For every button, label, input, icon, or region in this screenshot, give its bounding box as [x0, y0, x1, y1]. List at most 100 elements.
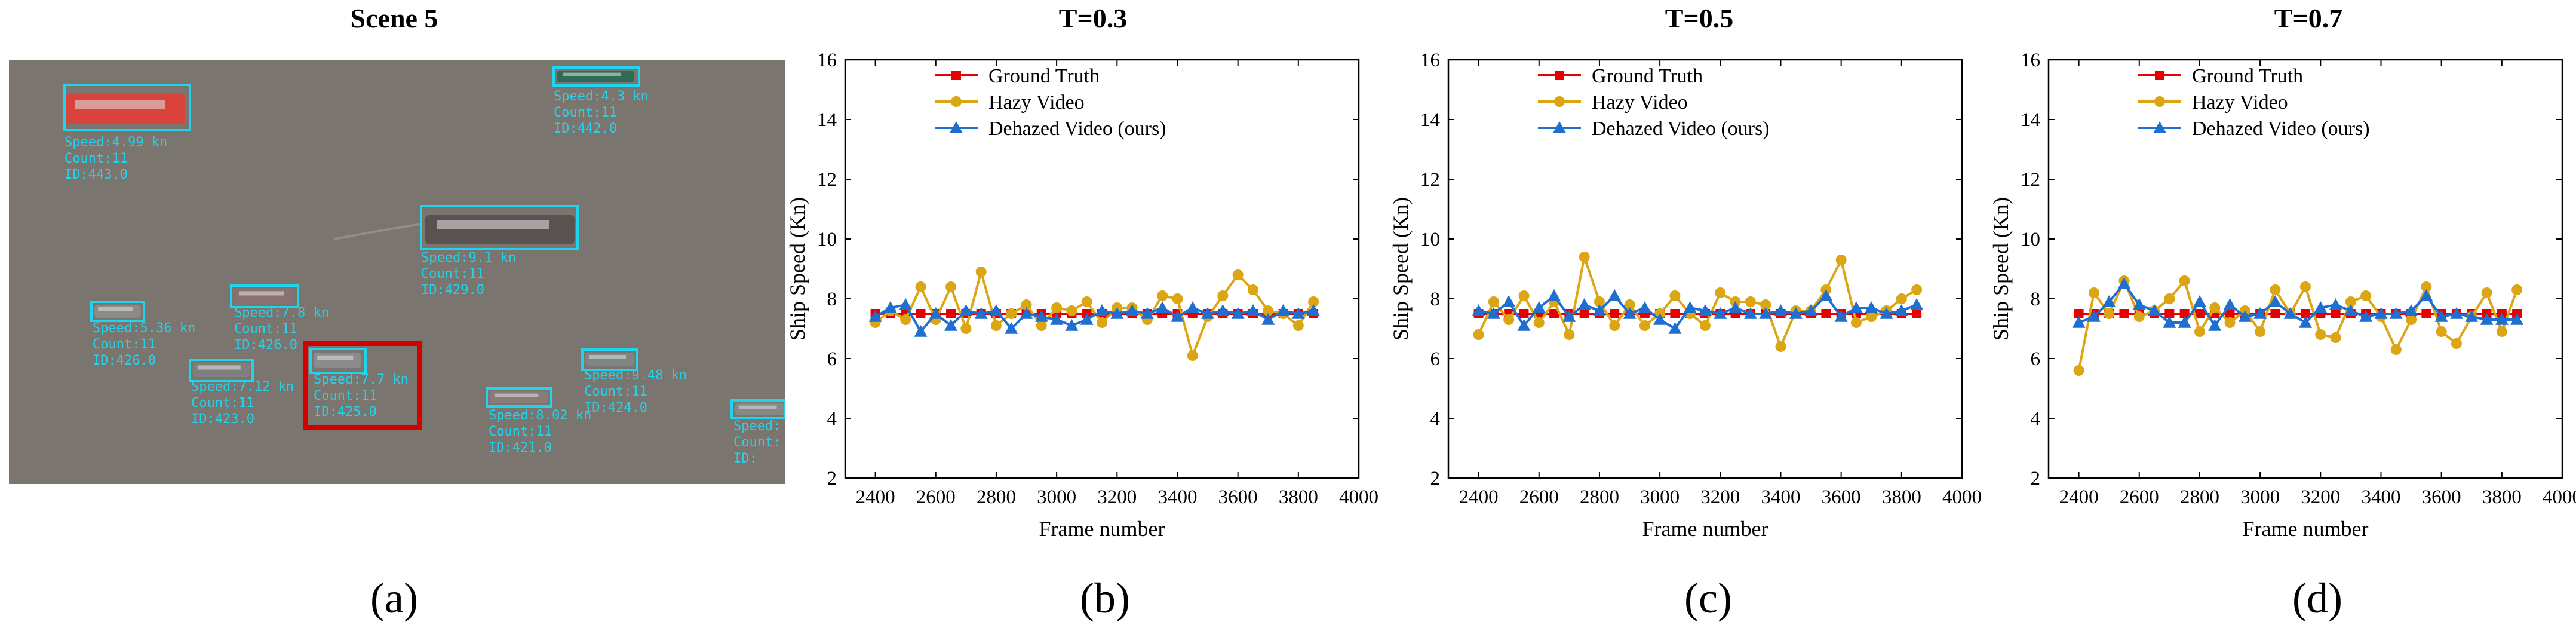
data-point — [1834, 310, 1848, 322]
x-tick-label: 3400 — [1761, 486, 1800, 508]
data-point — [1683, 301, 1697, 313]
legend-marker — [950, 121, 963, 133]
data-point — [915, 281, 926, 292]
data-point — [1157, 290, 1168, 301]
y-tick: 16 — [817, 50, 1359, 71]
legend-marker — [2154, 96, 2165, 107]
series-hazy — [870, 267, 1319, 361]
data-point — [1231, 307, 1245, 319]
y-tick-label: 6 — [827, 348, 837, 370]
y-tick-label: 10 — [1420, 229, 1440, 250]
data-point — [989, 304, 1003, 316]
data-point — [945, 281, 957, 292]
data-point — [2270, 284, 2281, 295]
data-point — [1638, 301, 1651, 313]
x-tick: 3400 — [1761, 60, 1800, 508]
y-tick: 10 — [817, 229, 1359, 250]
data-point — [1775, 341, 1786, 352]
legend-marker — [1554, 96, 1565, 107]
x-tick-label: 3800 — [1279, 486, 1318, 508]
data-point — [990, 320, 1002, 331]
data-point — [2406, 314, 2417, 325]
data-point — [2223, 298, 2237, 310]
y-tick-label: 4 — [2031, 408, 2041, 430]
y-tick-label: 8 — [2031, 289, 2041, 310]
x-tick: 3800 — [1279, 60, 1318, 508]
y-tick: 2 — [1430, 468, 1962, 489]
chart-title-t05: T=0.5 — [1665, 3, 1734, 33]
legend-marker — [1555, 71, 1564, 80]
data-point — [2389, 307, 2403, 319]
data-point — [1533, 317, 1545, 328]
data-point — [1156, 301, 1169, 313]
legend-marker — [1553, 121, 1566, 133]
data-point — [1519, 309, 1529, 318]
y-tick-label: 12 — [817, 169, 837, 191]
y-tick: 12 — [817, 169, 1359, 191]
data-point — [2225, 309, 2235, 318]
data-point — [1051, 302, 1063, 313]
data-point — [1308, 296, 1319, 307]
x-tick: 2400 — [2059, 60, 2099, 508]
x-tick-label: 3200 — [2301, 486, 2340, 508]
data-point — [2315, 329, 2326, 340]
data-point — [1669, 290, 1681, 301]
data-point — [2163, 316, 2176, 328]
data-point — [1880, 307, 1893, 319]
x-tick: 3400 — [2361, 60, 2400, 508]
data-point — [1292, 320, 1304, 331]
data-point — [959, 304, 973, 316]
y-tick: 8 — [1430, 289, 1962, 310]
data-point — [2344, 304, 2357, 316]
y-tick-label: 16 — [2021, 50, 2040, 71]
y-tick-label: 10 — [817, 229, 837, 250]
data-point — [2511, 284, 2523, 295]
x-tick-label: 3800 — [1882, 486, 1921, 508]
data-point — [1140, 307, 1154, 319]
data-point — [1789, 307, 1803, 319]
series-hazy — [2073, 275, 2523, 376]
data-point — [1532, 301, 1546, 313]
data-point — [1021, 299, 1032, 310]
x-tick: 3600 — [1218, 60, 1258, 508]
x-tick: 3800 — [2482, 60, 2522, 508]
series-line — [2078, 281, 2517, 328]
data-point — [2299, 316, 2312, 328]
data-point — [2331, 309, 2341, 318]
y-tick-label: 6 — [2031, 348, 2041, 370]
data-point — [1911, 284, 1923, 295]
y-tick: 2 — [827, 468, 1359, 489]
panel-label-b: (b) — [1080, 574, 1130, 622]
data-point — [1670, 309, 1680, 318]
x-tick-label: 2600 — [1519, 486, 1559, 508]
data-point — [1006, 308, 1017, 319]
data-point — [916, 309, 926, 318]
data-point — [1246, 304, 1260, 316]
data-point — [1850, 317, 1862, 328]
data-point — [1562, 310, 1576, 322]
legend-marker — [2153, 121, 2166, 133]
data-point — [1488, 296, 1499, 307]
series-dehazed — [1472, 289, 1924, 334]
y-tick: 10 — [2021, 229, 2562, 250]
data-point — [2436, 326, 2447, 337]
x-tick-label: 4000 — [2543, 486, 2576, 508]
x-tick-label: 3200 — [1097, 486, 1137, 508]
data-point — [1216, 304, 1230, 316]
data-point — [1187, 350, 1198, 361]
data-point — [2102, 295, 2116, 307]
data-point — [1849, 301, 1863, 313]
x-tick-label: 2400 — [856, 486, 895, 508]
data-point — [1517, 319, 1531, 331]
y-tick-label: 14 — [1420, 109, 1440, 131]
data-point — [1548, 289, 1561, 301]
x-tick: 3600 — [1822, 60, 1861, 508]
data-point — [974, 307, 988, 319]
data-point — [2329, 298, 2342, 310]
plot-frame — [2047, 59, 2563, 479]
scene-title: Scene 5 — [350, 3, 438, 33]
data-point — [1080, 313, 1094, 325]
data-point — [1217, 290, 1229, 301]
x-tick: 2600 — [916, 60, 956, 508]
legend-label: Dehazed Video (ours) — [988, 118, 1166, 140]
